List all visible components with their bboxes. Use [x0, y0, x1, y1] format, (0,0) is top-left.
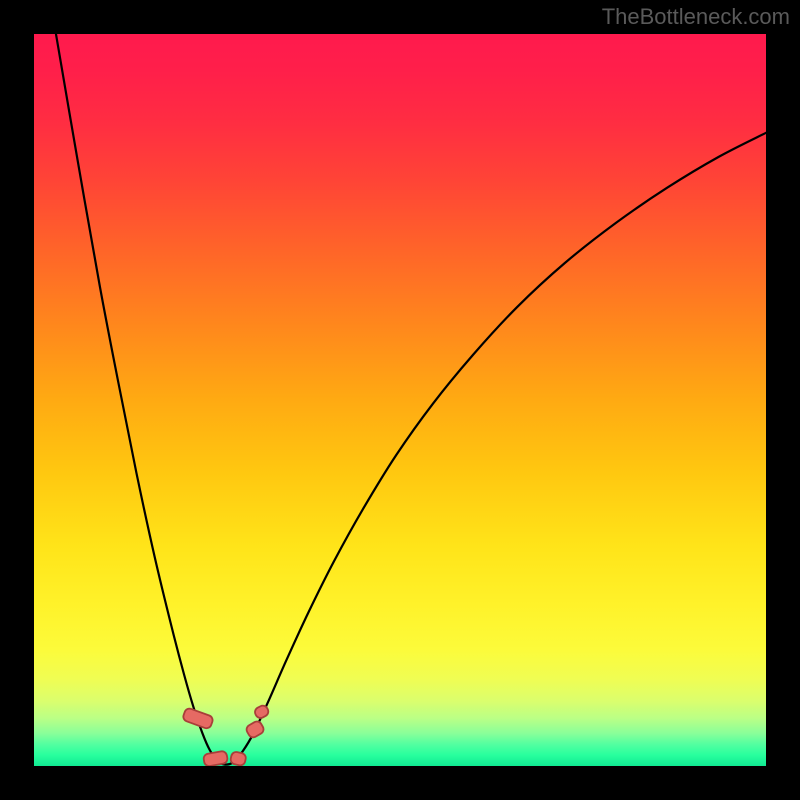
- valley-marker: [230, 751, 247, 766]
- plot-area: [34, 34, 766, 766]
- bottleneck-chart: [34, 34, 766, 766]
- watermark-text: TheBottleneck.com: [602, 4, 790, 30]
- chart-container: TheBottleneck.com: [0, 0, 800, 800]
- chart-background: [34, 34, 766, 766]
